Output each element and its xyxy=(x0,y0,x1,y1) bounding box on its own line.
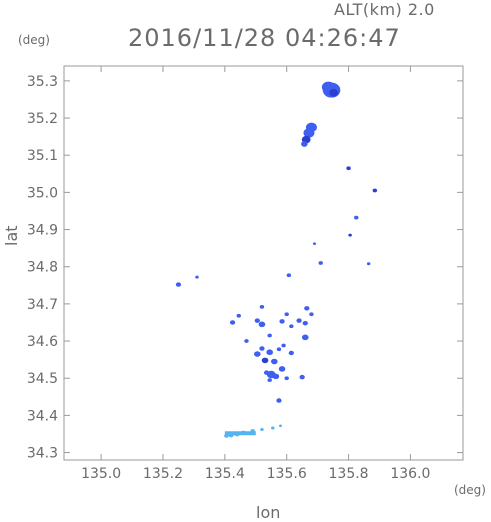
echo-point xyxy=(279,319,285,324)
echo-point xyxy=(236,313,241,318)
y-axis-unit: (deg) xyxy=(18,33,50,47)
echo-point xyxy=(301,141,308,147)
echo-point xyxy=(303,128,315,138)
echo-point xyxy=(276,398,282,403)
x-axis-unit: (deg) xyxy=(454,483,486,497)
echo-point xyxy=(299,374,305,380)
echo-point xyxy=(271,426,275,430)
echo-point xyxy=(260,428,264,432)
echo-point xyxy=(266,349,273,356)
altitude-label: ALT(km) 2.0 xyxy=(334,0,435,19)
echo-point xyxy=(195,275,199,279)
echo-point xyxy=(289,324,294,329)
echo-point xyxy=(296,318,302,323)
echo-point xyxy=(261,357,269,364)
echo-point xyxy=(254,351,261,357)
echo-point xyxy=(254,318,260,323)
y-tick-label: 35.0 xyxy=(27,185,58,201)
y-tick-label: 34.5 xyxy=(27,371,58,387)
echo-point xyxy=(286,273,292,278)
y-tick-label: 35.1 xyxy=(27,148,58,164)
echo-point xyxy=(348,233,352,237)
x-tick-label: 135.2 xyxy=(143,466,183,482)
echo-point xyxy=(354,215,359,220)
echo-point xyxy=(284,312,289,317)
x-tick-label: 135.8 xyxy=(329,466,369,482)
echo-point xyxy=(301,334,309,341)
echo-point xyxy=(263,370,270,375)
echo-point xyxy=(366,262,371,266)
echo-point xyxy=(302,320,308,326)
plot-frame xyxy=(63,65,464,461)
echo-point xyxy=(309,312,314,317)
echo-point xyxy=(318,261,323,265)
echo-point xyxy=(281,343,286,348)
echo-point xyxy=(259,346,265,351)
y-tick-label: 34.7 xyxy=(27,297,58,313)
echo-point xyxy=(229,320,236,325)
echo-point xyxy=(175,282,182,287)
echo-point xyxy=(244,339,249,343)
echo-point xyxy=(258,321,266,328)
x-tick-label: 135.6 xyxy=(267,466,307,482)
echo-point xyxy=(267,333,272,338)
echo-point xyxy=(329,89,339,97)
echo-point xyxy=(276,347,282,352)
echo-point xyxy=(271,358,278,365)
y-axis-ticks: 34.3 34.4 34.5 34.6 34.7 34.8 34.9 35.0 35.1 35.2… xyxy=(27,74,463,462)
echo-band xyxy=(224,431,256,436)
y-tick-label: 35.2 xyxy=(27,111,58,127)
y-tick-label: 35.3 xyxy=(27,74,58,90)
echo-point xyxy=(284,376,289,381)
y-tick-label: 34.6 xyxy=(27,334,58,350)
echo-point xyxy=(259,304,265,309)
x-axis-label: lon xyxy=(256,503,281,522)
timestamp-title: 2016/11/28 04:26:47 xyxy=(128,24,401,52)
echo-point xyxy=(312,242,317,245)
y-tick-label: 34.9 xyxy=(27,223,58,239)
echo-point xyxy=(304,306,310,311)
y-tick-label: 34.3 xyxy=(27,446,58,462)
echo-point xyxy=(267,378,272,382)
x-tick-label: 136.0 xyxy=(390,466,430,482)
echo-point xyxy=(372,188,378,193)
y-tick-label: 34.4 xyxy=(27,408,58,424)
echo-point xyxy=(288,350,294,356)
x-tick-label: 135.0 xyxy=(81,466,121,482)
x-tick-label: 135.4 xyxy=(205,466,245,482)
radar-echo-points xyxy=(175,81,378,438)
echo-point xyxy=(278,424,283,428)
echo-point xyxy=(272,373,280,380)
echo-point xyxy=(346,166,351,171)
y-tick-label: 34.8 xyxy=(27,260,58,276)
echo-point xyxy=(278,366,286,372)
x-axis-ticks: 135.0 135.2 135.4 135.6 135.8 136.0 xyxy=(81,66,430,482)
